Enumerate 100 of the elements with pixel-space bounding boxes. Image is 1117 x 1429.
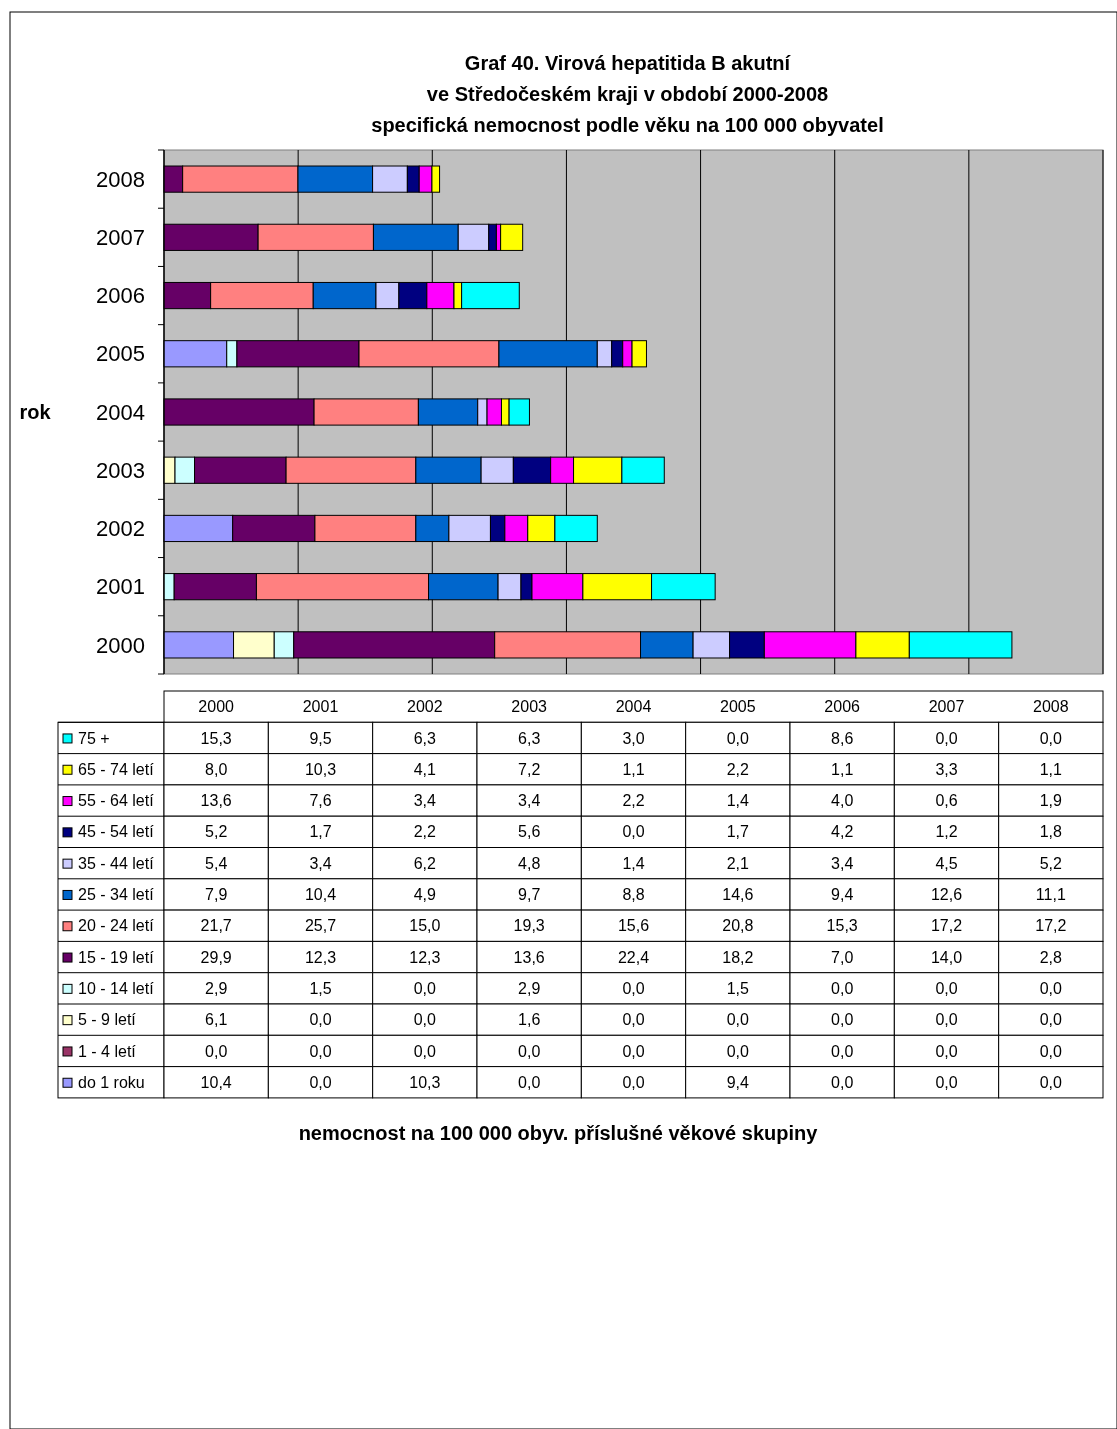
data-label: 15,0 [409, 917, 441, 935]
data-label: 0,0 [622, 1042, 645, 1060]
data-label: 1,6 [518, 1011, 541, 1029]
y-tick-label: 2002 [96, 516, 145, 542]
legend-label: do 1 roku [78, 1073, 145, 1091]
data-label: 5,2 [1039, 854, 1063, 872]
data-label: 13,6 [513, 948, 545, 966]
data-label: 15,3 [826, 917, 858, 935]
data-label: 0,0 [831, 1011, 854, 1029]
data-label: 6,1 [205, 1011, 228, 1029]
data-label: 2,8 [1039, 948, 1063, 966]
data-label: 2,2 [413, 823, 437, 841]
data-label: 7,0 [831, 948, 854, 966]
data-label: 0,0 [518, 1073, 541, 1091]
data-label: 14,0 [930, 948, 963, 966]
x-tick-label: 2001 [302, 698, 339, 716]
text: nemocnost na 100 000 obyv. příslušné věkové skupiny [298, 1122, 819, 1144]
data-label: 0,0 [413, 979, 437, 997]
data-label: 1,7 [726, 823, 750, 841]
legend-label: 55 - 64 letí [78, 792, 155, 810]
legend-label: 25 - 34 letí [78, 886, 155, 904]
data-label: 10,4 [304, 886, 337, 904]
data-label: 13,6 [200, 792, 232, 810]
data-label: 0,6 [935, 792, 958, 810]
y-tick-label: 2008 [96, 166, 145, 192]
data-label: 8,8 [622, 886, 645, 904]
data-label: 12,6 [930, 886, 963, 904]
data-label: 22,4 [617, 948, 650, 966]
data-label: 1,1 [622, 760, 645, 778]
data-label: 9,5 [309, 729, 332, 747]
data-label: 0,0 [726, 1011, 750, 1029]
data-label: 2,9 [205, 979, 228, 997]
data-label: 1,1 [831, 760, 854, 778]
data-label: 0,0 [309, 1042, 332, 1060]
data-label: 14,6 [722, 886, 754, 904]
data-label: 12,3 [409, 948, 441, 966]
x-tick-label: 2000 [198, 698, 235, 716]
y-tick-label: 2001 [96, 574, 145, 600]
data-label: 15,6 [617, 917, 650, 935]
data-label: 9,4 [831, 886, 854, 904]
data-label: 0,0 [622, 979, 645, 997]
y-tick-label: 2003 [96, 457, 145, 483]
data-label: 3,4 [831, 854, 854, 872]
data-label: 5,4 [205, 854, 228, 872]
data-label: 2,9 [518, 979, 541, 997]
data-label: 9,4 [726, 1073, 750, 1091]
bar [500, 223, 524, 251]
y-axis-title: rok [19, 401, 52, 423]
data-label: 0,0 [831, 1073, 854, 1091]
data-label: 0,0 [1039, 979, 1063, 997]
y-tick-label: 2000 [96, 632, 145, 658]
legend-label: 20 - 24 letí [78, 917, 155, 935]
data-label: 4,1 [413, 760, 437, 778]
data-label: 17,2 [930, 917, 963, 935]
legend-label: 45 - 54 letí [78, 823, 155, 841]
data-label: 0,0 [1039, 1042, 1063, 1060]
data-label: 1,2 [935, 823, 958, 841]
data-label: 1,7 [309, 823, 332, 841]
data-label: 29,9 [200, 948, 232, 966]
data-label: 3,4 [309, 854, 332, 872]
data-label: 0,0 [935, 1042, 958, 1060]
data-label: 4,8 [518, 854, 541, 872]
legend-label: 15 - 19 letí [78, 948, 155, 966]
data-label: 0,0 [726, 729, 750, 747]
data-label: 0,0 [518, 1042, 541, 1060]
x-tick-label: 2008 [1033, 698, 1069, 716]
data-label: 1,4 [726, 792, 750, 810]
x-tick-label: 2004 [615, 698, 652, 716]
legend-label: 5 - 9 letí [78, 1011, 137, 1029]
legend-label: 65 - 74 letí [78, 760, 155, 778]
data-label: 0,0 [1039, 1073, 1063, 1091]
data-label: 3,0 [622, 729, 645, 747]
data-label: 2,2 [726, 760, 750, 778]
legend-label: 35 - 44 letí [78, 854, 155, 872]
data-label: 1,8 [1039, 823, 1063, 841]
data-label: 7,2 [518, 760, 541, 778]
data-label: 0,0 [831, 979, 854, 997]
data-label: 25,7 [304, 917, 337, 935]
data-label: 10,3 [409, 1073, 441, 1091]
data-label: 8,6 [831, 729, 854, 747]
data-label: 3,4 [413, 792, 437, 810]
data-label: 0,0 [205, 1042, 228, 1060]
data-label: 18,2 [722, 948, 754, 966]
data-label: 0,0 [831, 1042, 854, 1060]
data-label: 0,0 [1039, 729, 1063, 747]
data-label: 0,0 [726, 1042, 750, 1060]
data-label: 0,0 [413, 1042, 437, 1060]
data-label: 6,2 [413, 854, 437, 872]
data-label: 0,0 [413, 1011, 437, 1029]
data-label: 0,0 [622, 1073, 645, 1091]
data-label: 1,5 [726, 979, 750, 997]
data-label: 0,0 [935, 729, 958, 747]
data-label: 4,9 [413, 886, 437, 904]
data-label: 6,3 [518, 729, 541, 747]
data-label: 11,1 [1035, 886, 1066, 904]
x-tick-label: 2005 [720, 698, 756, 716]
x-tick-label: 2002 [407, 698, 443, 716]
data-label: 0,0 [1039, 1011, 1063, 1029]
data-label: 1,9 [1039, 792, 1063, 810]
legend-label: 1 - 4 letí [78, 1042, 137, 1060]
